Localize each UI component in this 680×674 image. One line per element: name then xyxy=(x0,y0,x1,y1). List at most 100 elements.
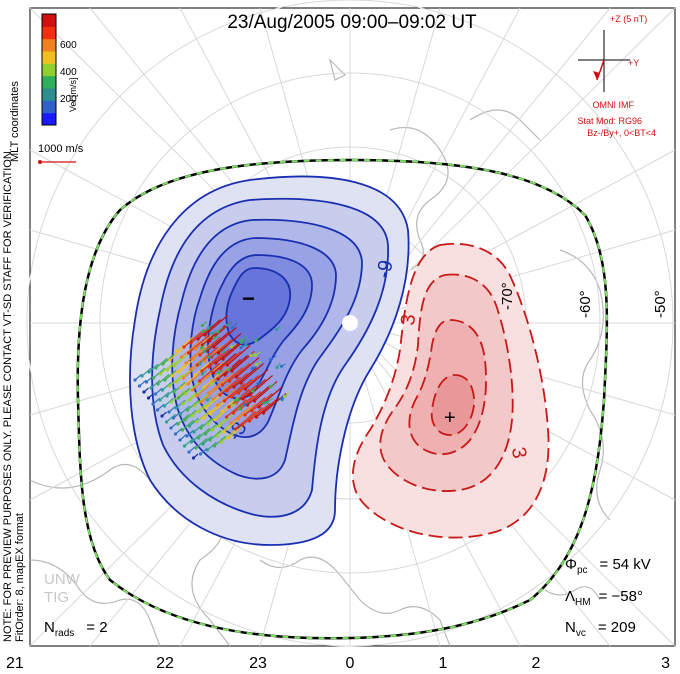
velocity-vector xyxy=(210,399,227,415)
velocity-vector-origin xyxy=(179,386,183,390)
velocity-vector-origin xyxy=(216,351,221,355)
velocity-vector-origin xyxy=(160,414,164,418)
velocity-vector xyxy=(235,384,257,404)
potential-min-marker: − xyxy=(242,286,255,311)
velocity-vector xyxy=(207,441,217,451)
hm-boundary-dash xyxy=(76,158,608,640)
velocity-vector xyxy=(155,357,168,369)
velocity-vector-origin xyxy=(172,364,177,368)
velocity-vector-origin xyxy=(203,333,207,337)
positive-potential-cell xyxy=(352,242,550,539)
velocity-vector-origin xyxy=(213,418,217,422)
velocity-vector-origin xyxy=(182,444,187,448)
velocity-vector-origin xyxy=(204,375,209,379)
velocity-vector xyxy=(194,360,212,376)
velocity-vector-origin xyxy=(222,399,227,403)
velocity-vector xyxy=(203,403,220,419)
velocity-vector-origin xyxy=(195,394,199,398)
velocity-vector-origin xyxy=(175,349,179,353)
velocity-vector-origin xyxy=(218,367,223,371)
velocity-vector-origin xyxy=(156,382,160,386)
velocity-vector-origin xyxy=(190,388,195,392)
velocity-vector-origin xyxy=(204,406,208,410)
velocity-vector xyxy=(214,405,232,421)
colorbar-tick: 400 xyxy=(60,67,77,78)
velocity-vector xyxy=(247,385,271,406)
velocity-vector-origin xyxy=(225,363,230,367)
velocity-vector xyxy=(195,332,214,350)
velocity-vector-origin xyxy=(236,417,240,421)
velocity-vector xyxy=(211,329,216,334)
velocity-vector xyxy=(200,417,213,429)
velocity-vector xyxy=(263,399,270,404)
velocity-vector-origin xyxy=(190,414,194,418)
velocity-vector-origin xyxy=(239,381,243,385)
velocity-vector xyxy=(236,357,260,378)
velocity-vector-origin xyxy=(202,359,207,363)
velocity-vector-origin xyxy=(227,379,232,383)
colorbar-swatch xyxy=(42,51,56,64)
velocity-vector-origin xyxy=(188,367,193,371)
velocity-vector xyxy=(270,355,277,361)
velocity-vector-origin xyxy=(197,379,202,383)
preview-note: NOTE: FOR PREVIEW PURPOSES ONLY. PLEASE … xyxy=(2,148,14,642)
velocity-vector xyxy=(198,399,213,413)
velocity-vector xyxy=(198,427,211,439)
velocity-vector-origin xyxy=(208,412,213,416)
velocity-vector xyxy=(184,437,194,447)
velocity-vector-origin xyxy=(187,450,191,454)
velocity-vector xyxy=(217,326,224,333)
velocity-vector-origin xyxy=(151,376,156,380)
velocity-vector xyxy=(157,373,170,385)
velocity-vector-origin xyxy=(193,373,197,377)
velocity-vector-origin xyxy=(234,375,239,379)
velocity-vector-origin xyxy=(169,400,174,404)
pole-marker xyxy=(342,315,358,331)
mlt-tick: 3 xyxy=(661,655,670,672)
velocity-vector xyxy=(263,393,287,414)
velocity-vector-origin xyxy=(133,378,137,382)
velocity-vector-origin xyxy=(170,374,174,378)
velocity-vector-origin xyxy=(173,432,178,436)
velocity-vectors xyxy=(133,315,290,460)
colorbar-swatch xyxy=(42,112,56,126)
velocity-vector-origin xyxy=(207,365,211,369)
velocity-vector-origin xyxy=(232,385,236,389)
velocity-vector-origin xyxy=(198,452,203,456)
velocity-vector-origin xyxy=(243,387,248,391)
velocity-vector-origin xyxy=(155,408,160,412)
hm-latitude: ΛHM = −58° xyxy=(565,588,643,608)
lat-label: -60° xyxy=(577,290,594,318)
velocity-vector xyxy=(201,352,223,372)
velocity-vector xyxy=(189,417,199,427)
velocity-vector xyxy=(209,429,222,441)
velocity-vector-origin xyxy=(183,418,187,422)
velocity-vector-origin xyxy=(160,388,165,392)
velocity-vector xyxy=(226,372,248,392)
contour-label: 3 xyxy=(507,445,531,460)
velocity-vector xyxy=(183,328,205,348)
velocity-vector xyxy=(202,370,207,375)
velocity-vector xyxy=(230,406,250,424)
velocity-vector xyxy=(180,373,198,389)
velocity-vector xyxy=(184,409,197,421)
colorbar-tick: 600 xyxy=(60,40,77,51)
velocity-vector-origin xyxy=(212,345,216,349)
velocity-vector xyxy=(191,433,201,443)
velocity-vector-origin xyxy=(220,409,224,413)
velocity-vector-origin xyxy=(153,392,158,396)
velocity-vector xyxy=(233,367,257,388)
velocity-vector-origin xyxy=(182,345,186,349)
velocity-vector xyxy=(232,402,237,406)
velocity-vector-origin xyxy=(201,442,205,446)
velocity-vector-origin xyxy=(250,409,254,413)
velocity-vector xyxy=(187,399,200,411)
velocity-vector-origin xyxy=(218,393,222,397)
velocity-vector xyxy=(222,366,244,386)
velocity-vector-origin xyxy=(231,411,236,415)
velocity-vector xyxy=(202,328,209,332)
velocity-vector xyxy=(162,381,172,391)
velocity-vector xyxy=(216,423,231,437)
velocity-vector xyxy=(241,335,248,342)
velocity-vector-origin xyxy=(187,424,192,428)
